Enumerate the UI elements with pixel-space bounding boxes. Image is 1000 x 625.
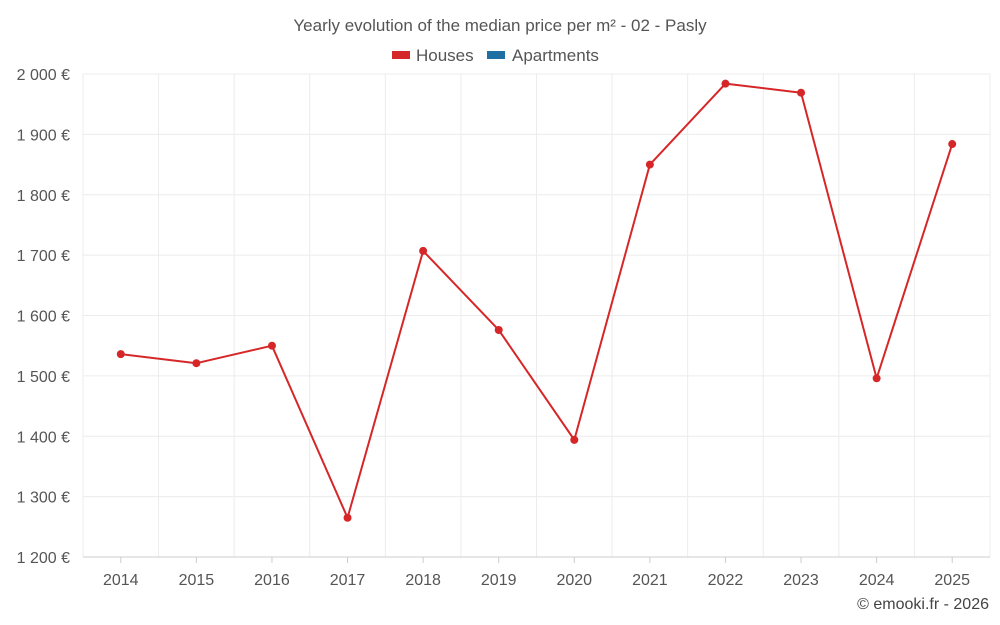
legend: Houses Apartments (392, 46, 599, 65)
x-tick-label: 2019 (481, 572, 517, 589)
y-tick-label: 1 700 € (17, 248, 70, 265)
series-line-houses (120, 82, 954, 519)
y-tick-label: 1 900 € (17, 127, 70, 144)
legend-item-apartments[interactable]: Apartments (487, 46, 599, 65)
legend-label-apartments: Apartments (512, 46, 599, 65)
x-tick-label: 2024 (859, 572, 895, 589)
x-axis: 2014 2015 2016 2017 2018 2019 2020 2021 2022 2023… (83, 556, 990, 589)
legend-label-houses: Houses (416, 46, 474, 65)
y-tick-label: 1 800 € (17, 188, 70, 205)
y-tick-label: 1 600 € (17, 309, 70, 326)
data-point[interactable] (645, 160, 654, 169)
data-point[interactable] (192, 359, 201, 368)
data-point[interactable] (872, 374, 881, 383)
data-point[interactable] (419, 246, 428, 255)
data-point[interactable] (797, 88, 806, 97)
y-tick-label: 1 300 € (17, 490, 70, 507)
data-point[interactable] (494, 325, 503, 334)
y-tick-label: 1 500 € (17, 369, 70, 386)
y-tick-label: 2 000 € (17, 67, 70, 84)
x-tick-label: 2025 (934, 572, 970, 589)
x-tick-label: 2017 (330, 572, 366, 589)
x-tick-label: 2015 (179, 572, 215, 589)
x-tick-label: 2023 (783, 572, 819, 589)
legend-item-houses[interactable]: Houses (392, 46, 474, 65)
data-point[interactable] (948, 140, 957, 149)
chart-title: Yearly evolution of the median price per… (293, 16, 707, 35)
x-tick-label: 2018 (405, 572, 441, 589)
series-houses (116, 79, 957, 522)
x-tick-label: 2020 (556, 572, 592, 589)
data-point[interactable] (343, 513, 352, 522)
x-tick-label: 2021 (632, 572, 668, 589)
data-point[interactable] (570, 435, 579, 444)
data-point[interactable] (721, 79, 730, 88)
data-point[interactable] (116, 350, 125, 359)
credit-text: © emooki.fr - 2026 (857, 596, 989, 613)
x-tick-label: 2016 (254, 572, 290, 589)
legend-swatch-apartments (487, 51, 505, 59)
y-tick-label: 1 400 € (17, 429, 70, 446)
x-tick-label: 2022 (708, 572, 744, 589)
y-tick-label: 1 200 € (17, 550, 70, 567)
data-point[interactable] (267, 341, 276, 350)
gridlines (82, 73, 991, 558)
x-tick-label: 2014 (103, 572, 139, 589)
y-axis: 1 200 € 1 300 € 1 400 € 1 500 € 1 600 € 1 700… (17, 67, 70, 567)
legend-swatch-houses (392, 51, 410, 59)
